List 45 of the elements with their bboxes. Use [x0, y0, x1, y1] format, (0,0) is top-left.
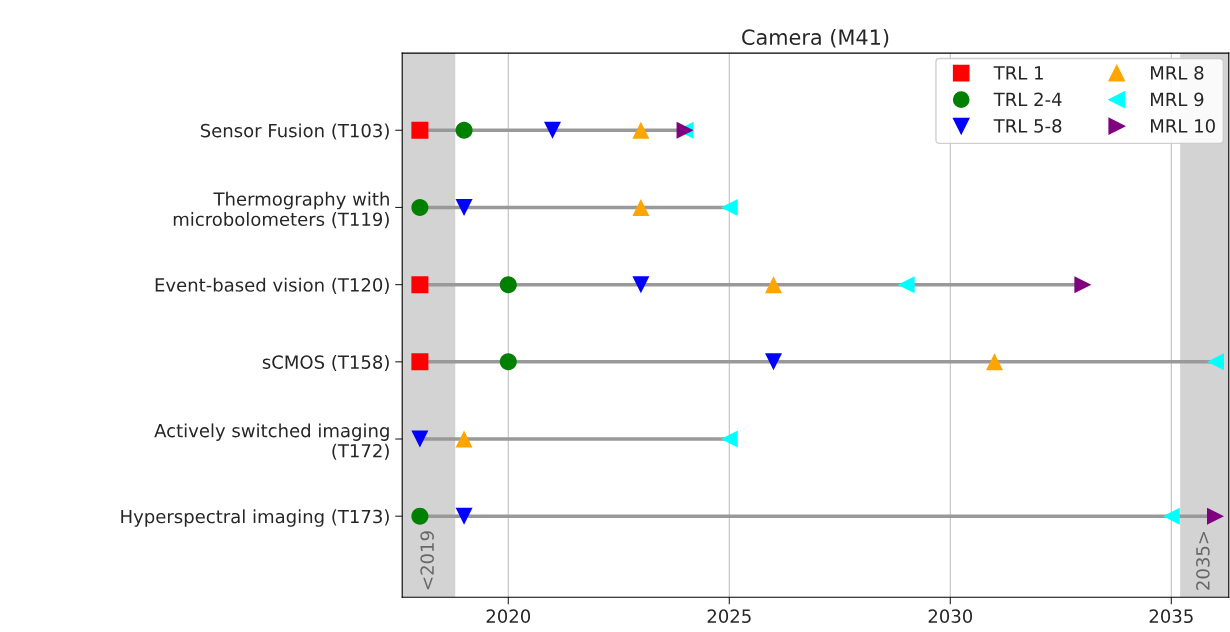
point	[411, 121, 429, 139]
point	[632, 276, 650, 294]
point	[543, 121, 561, 139]
point	[455, 198, 473, 216]
point	[1162, 507, 1180, 525]
band-label: <2019	[420, 531, 434, 590]
y-tick-label: Sensor Fusion (T103)	[200, 123, 389, 140]
point	[411, 430, 429, 448]
legend-label: MRL 8	[1151, 66, 1204, 80]
x-tick-label: 2025	[707, 609, 751, 624]
point	[455, 430, 473, 448]
point	[764, 276, 782, 294]
legend-label: TRL 2-4	[993, 92, 1062, 106]
x-tick-label: 2030	[928, 609, 973, 624]
point	[411, 198, 429, 216]
legend-label: TRL 5-8	[993, 119, 1062, 133]
legend-label: MRL 10	[1151, 119, 1215, 133]
y-tick-label: Actively switched imaging (T172)	[154, 423, 389, 460]
point	[411, 276, 429, 294]
point	[499, 353, 517, 371]
x-tick-label: 2020	[486, 609, 531, 624]
point	[897, 276, 915, 294]
band-label: 2035>	[1196, 531, 1210, 590]
point	[1074, 276, 1092, 294]
point	[1207, 507, 1225, 525]
point	[411, 353, 429, 371]
point	[499, 276, 517, 294]
y-tick-label: Event-based vision (T120)	[155, 277, 389, 294]
point	[455, 121, 473, 139]
point	[632, 198, 650, 216]
point	[720, 198, 738, 216]
point	[986, 353, 1004, 371]
x-tick-label: 2035	[1149, 609, 1193, 624]
y-tick-label: Hyperspectral imaging (T173)	[121, 509, 389, 527]
point	[764, 353, 782, 371]
point	[455, 507, 473, 525]
point	[1207, 353, 1225, 371]
y-tick-label: Thermography with microbolometers (T119)	[173, 191, 389, 229]
point	[720, 430, 738, 448]
point	[632, 121, 650, 139]
y-tick-label: sCMOS (T158)	[262, 354, 389, 372]
point	[411, 507, 429, 525]
chart-title: Camera (M41)	[742, 28, 889, 48]
legend-label: MRL 9	[1151, 92, 1204, 107]
legend-label: TRL 1	[993, 66, 1043, 80]
